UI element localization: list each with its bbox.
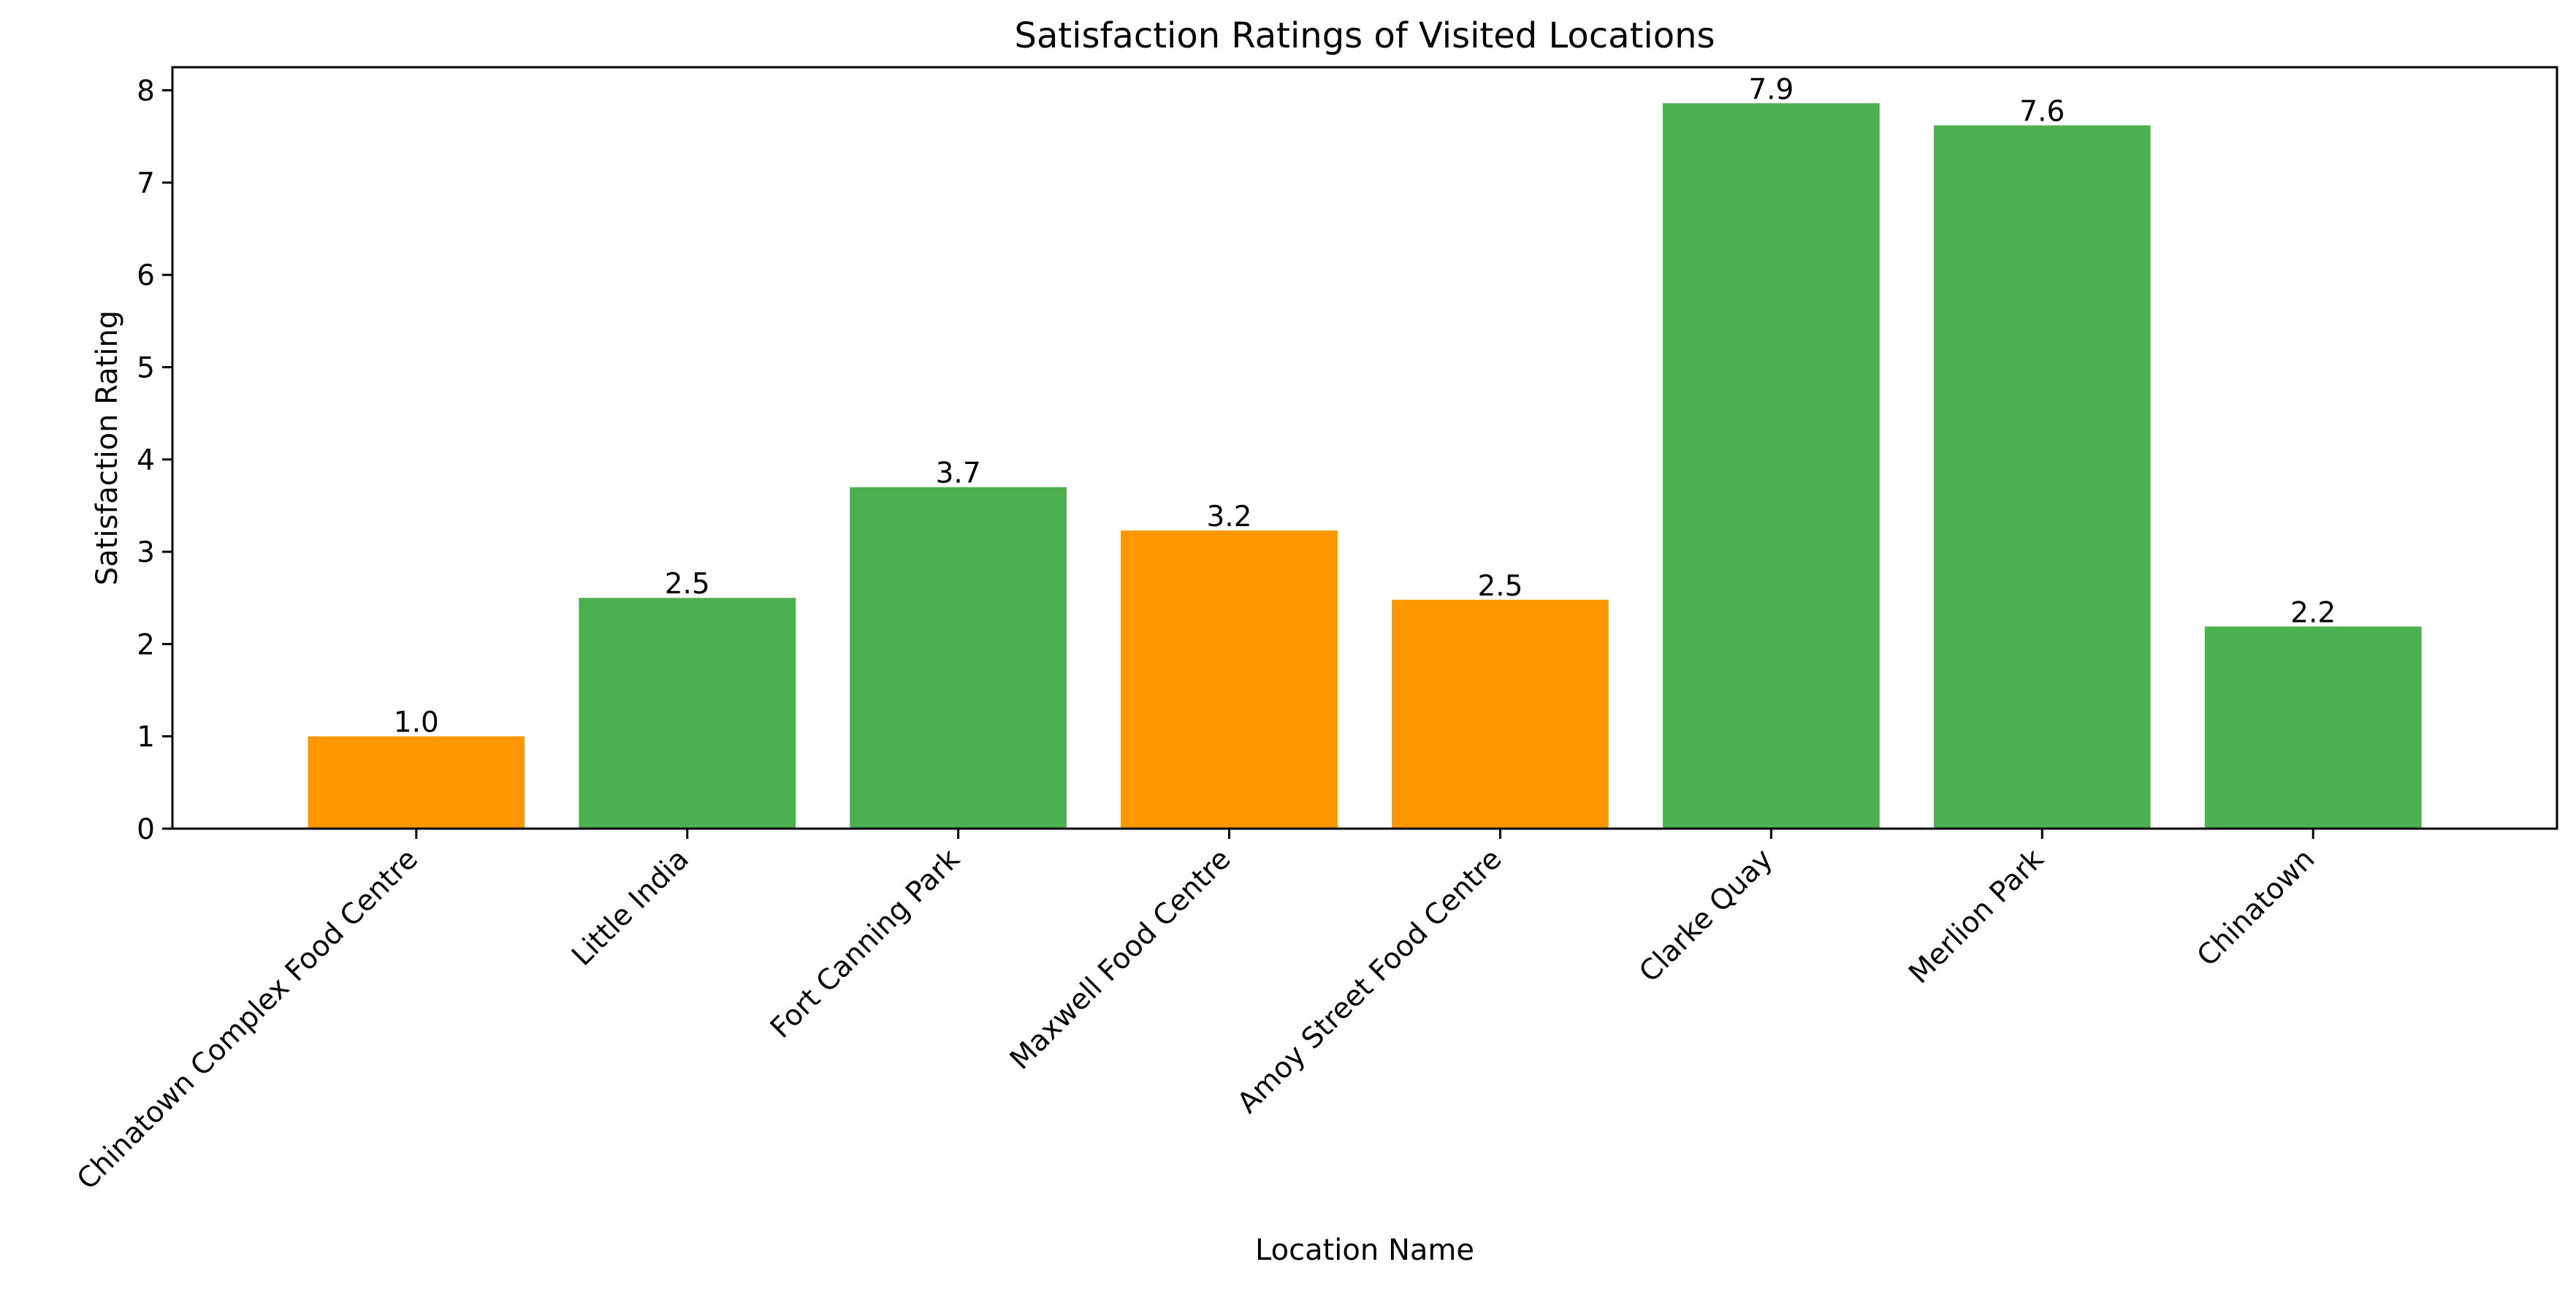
bar-value-label: 2.2: [2290, 596, 2336, 629]
bar-value-label: 2.5: [665, 568, 710, 601]
bar-value-label: 2.5: [1477, 570, 1523, 603]
bar: [1663, 103, 1880, 829]
y-axis-title: Satisfaction Rating: [91, 311, 124, 585]
y-tick-label: 8: [137, 75, 155, 108]
chart-title: Satisfaction Ratings of Visited Location…: [1014, 15, 1715, 56]
y-tick-label: 3: [137, 536, 155, 569]
bar-value-label: 3.2: [1207, 501, 1252, 533]
bar: [1933, 125, 2151, 829]
y-tick-label: 2: [137, 628, 155, 661]
bar: [308, 736, 525, 829]
bar-value-label: 7.9: [1748, 73, 1794, 106]
bar-value-label: 1.0: [394, 707, 439, 739]
plot-frame: [171, 66, 2558, 830]
value-labels: 1.0 2.5 3.7 3.2 2.5 7.9 7.6 2.2: [394, 73, 2336, 739]
bar: [850, 487, 1067, 829]
bar: [1121, 531, 1338, 829]
bar-value-label: 7.6: [2019, 96, 2065, 129]
bar-value-label: 3.7: [936, 457, 981, 490]
y-tick-label: 4: [137, 444, 155, 477]
bars: [308, 103, 2422, 829]
y-tick-label: 7: [137, 167, 155, 200]
bar: [2204, 626, 2422, 829]
y-tick-label: 0: [137, 813, 155, 846]
bar: [579, 598, 796, 829]
y-tick-label: 5: [137, 351, 155, 384]
x-axis-title: Location Name: [1255, 1233, 1474, 1267]
y-axis: 0 1 2 3 4 5 6 7 8: [137, 75, 172, 846]
y-tick-label: 6: [137, 259, 155, 292]
bar: [1392, 599, 1609, 829]
y-tick-label: 1: [137, 721, 155, 754]
